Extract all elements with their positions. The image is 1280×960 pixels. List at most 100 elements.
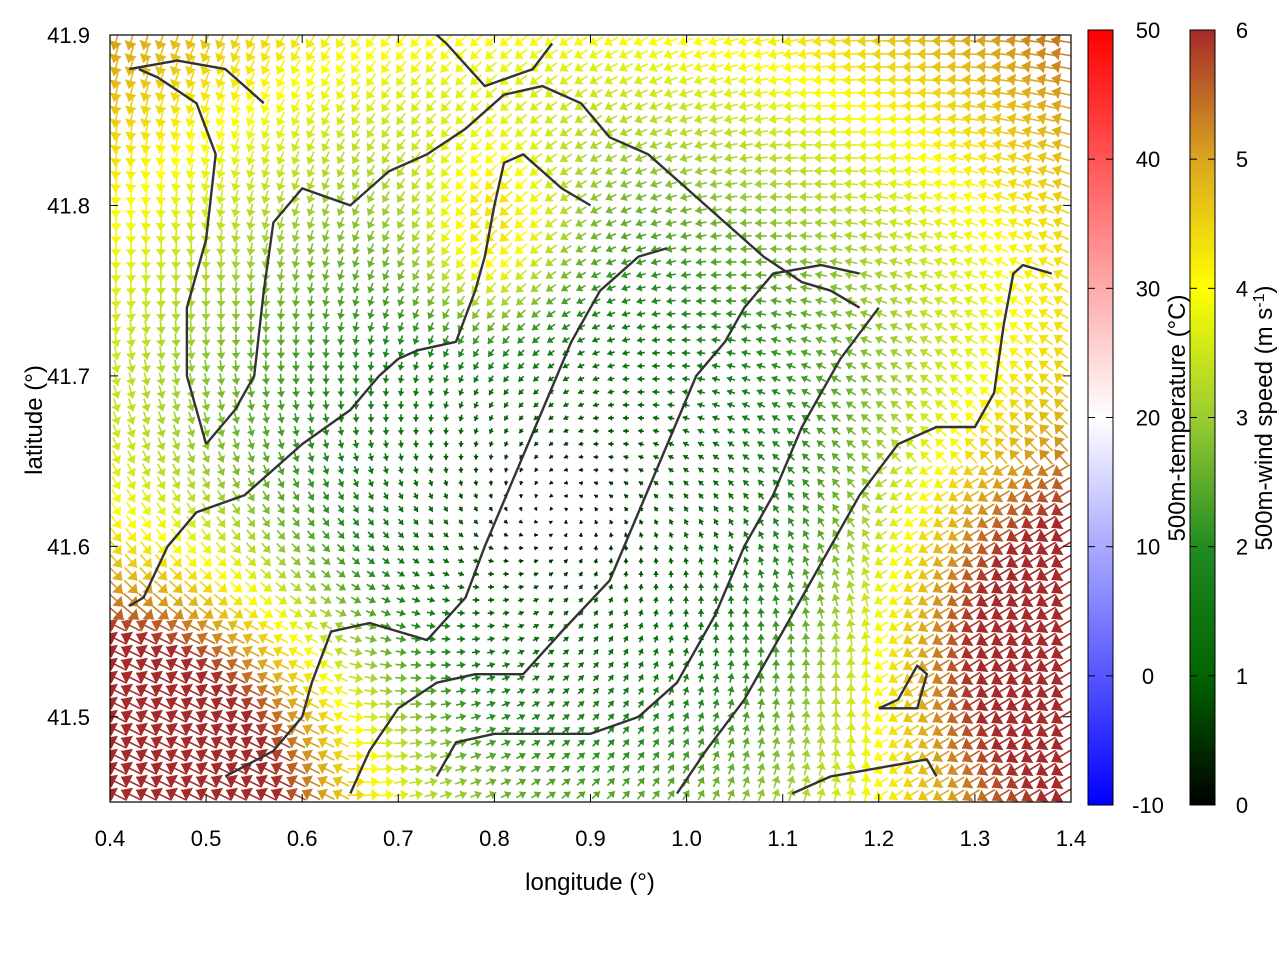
wind-arrow <box>783 74 799 86</box>
wind-arrow-head <box>545 101 554 111</box>
wind-arrow-head <box>887 87 896 99</box>
wind-arrow <box>544 101 558 111</box>
wind-arrow <box>124 97 137 115</box>
wind-arrow <box>559 49 573 59</box>
wind-arrow-head <box>320 38 331 48</box>
wind-arrow-head <box>200 39 212 50</box>
wind-arrow <box>767 35 785 47</box>
wind-arrow-head <box>887 35 896 48</box>
wind-arrow <box>589 49 603 59</box>
wind-arrow <box>559 36 573 46</box>
wind-arrow-head <box>962 73 971 87</box>
wind-arrow-head <box>275 104 286 113</box>
wind-arrow-head <box>470 102 480 112</box>
wind-arrow-head <box>455 76 465 86</box>
wind-arrow <box>410 47 422 61</box>
wind-arrow-head <box>230 78 242 88</box>
wind-arrow <box>170 84 182 102</box>
wind-arrow <box>633 49 649 60</box>
wind-arrow-head <box>1036 86 1047 100</box>
wind-arrow <box>514 74 528 86</box>
wind-arrow-head <box>245 65 257 75</box>
wind-arrow <box>678 35 694 47</box>
wind-arrow-head <box>589 36 599 47</box>
wind-arrow <box>365 73 377 87</box>
wind-arrow <box>336 73 346 87</box>
wind-arrow-head <box>306 103 316 113</box>
wind-arrow <box>154 45 167 63</box>
wind-arrow-head <box>530 101 539 111</box>
wind-arrow <box>245 46 257 62</box>
wind-arrow <box>768 87 784 99</box>
wind-arrow <box>215 71 227 89</box>
wind-arrow-head <box>857 48 866 60</box>
wind-arrow <box>723 74 739 86</box>
wind-arrow-head <box>440 89 450 99</box>
wind-arrow <box>991 73 1011 87</box>
wind-arrow-head <box>961 60 971 74</box>
wind-arrow-head <box>230 104 242 114</box>
wind-arrow-head <box>857 74 866 86</box>
wind-arrow-head <box>932 86 941 99</box>
wind-arrow-head <box>139 39 152 50</box>
wind-arrow-head <box>1036 47 1046 61</box>
wind-arrow <box>1006 73 1026 87</box>
wind-arrow-head <box>124 40 137 50</box>
wind-arrow <box>648 36 664 47</box>
wind-arrow <box>484 87 498 99</box>
wind-arrow-head <box>902 35 911 48</box>
wind-arrow-head <box>649 75 658 85</box>
wind-arrow <box>499 48 513 60</box>
wind-arrow-head <box>499 37 510 46</box>
wind-arrow <box>320 35 331 49</box>
wind-arrow-head <box>649 62 658 73</box>
wind-arrow-head <box>693 61 703 73</box>
wind-arrow-head <box>783 61 792 73</box>
wind-arrow-head <box>154 78 167 89</box>
wind-arrow <box>1006 86 1026 100</box>
wind-arrow <box>782 35 800 47</box>
wind-arrow <box>200 84 212 102</box>
wind-arrow-head <box>500 76 510 85</box>
wind-arrow-head <box>110 79 122 89</box>
wind-arrow-head <box>1021 86 1032 100</box>
wind-arrow <box>887 35 905 48</box>
wind-arrow-head <box>124 66 137 76</box>
wind-arrow <box>230 45 242 63</box>
wind-arrow <box>678 75 694 86</box>
wind-arrow-head <box>634 88 643 98</box>
wind-arrow-head <box>693 75 703 86</box>
wind-arrow <box>110 84 122 102</box>
wind-arrow-head <box>812 48 822 60</box>
wind-arrow <box>305 46 316 62</box>
wind-arrow <box>1051 73 1071 87</box>
wind-arrow <box>290 72 301 88</box>
wind-arrow-head <box>962 86 971 99</box>
wind-arrow <box>425 47 437 61</box>
wind-arrow <box>260 59 271 75</box>
wind-arrow-head <box>169 65 182 76</box>
wind-arrow <box>648 49 664 60</box>
wind-arrow-head <box>336 103 346 113</box>
wind-arrow <box>752 35 770 47</box>
wind-arrow-head <box>455 102 465 112</box>
wind-arrow <box>440 100 452 112</box>
wind-arrow-head <box>1036 60 1047 74</box>
wind-arrow-head <box>110 105 122 115</box>
wind-arrow-head <box>619 36 629 47</box>
wind-arrow <box>932 60 950 74</box>
wind-arrow-head <box>976 35 986 48</box>
wind-arrow <box>290 85 301 101</box>
wind-arrow <box>440 73 452 87</box>
wind-arrow <box>678 62 694 73</box>
wind-arrow <box>678 48 694 60</box>
wind-arrow <box>215 45 227 63</box>
wind-arrow-head <box>381 37 391 48</box>
wind-arrow-head <box>574 62 584 72</box>
wind-arrow-head <box>560 101 569 111</box>
wind-arrow-head <box>574 101 584 111</box>
wind-arrow-head <box>169 52 182 63</box>
wind-arrow <box>230 98 242 114</box>
wind-arrow <box>798 87 814 99</box>
